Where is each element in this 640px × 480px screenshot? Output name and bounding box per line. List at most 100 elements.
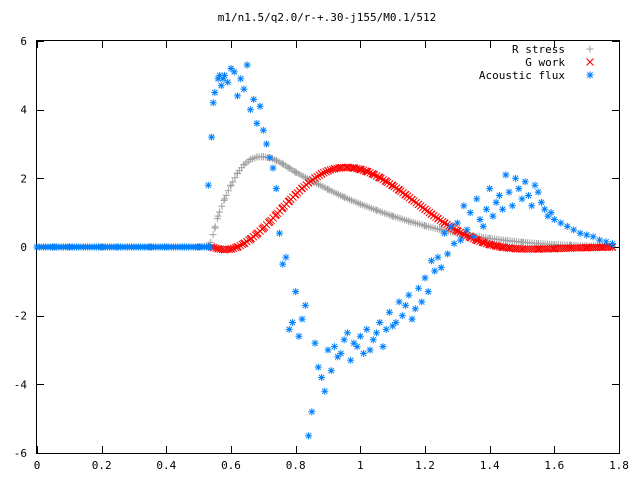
curve-point <box>454 227 462 236</box>
data-point <box>330 343 338 351</box>
data-point <box>415 284 423 292</box>
data-point <box>334 353 342 361</box>
curve-point <box>440 219 449 228</box>
data-point <box>269 164 277 172</box>
y-tick-label: -2 <box>14 310 27 323</box>
data-point <box>486 185 494 193</box>
data-point <box>350 339 358 347</box>
data-point <box>217 82 225 90</box>
curve-point <box>359 166 368 175</box>
data-point <box>405 291 413 299</box>
x-tick-label: 1.4 <box>480 459 500 472</box>
curve-point <box>476 237 484 246</box>
data-point <box>512 174 520 182</box>
data-point <box>570 226 578 234</box>
data-point <box>505 188 513 196</box>
data-point <box>460 202 468 210</box>
data-point <box>583 231 591 239</box>
data-point <box>534 188 542 196</box>
data-point <box>482 205 490 213</box>
curve-point <box>236 241 245 250</box>
chart-title: m1/n1.5/q2.0/r-+.30-j155/M0.1/512 <box>218 11 437 24</box>
data-point <box>356 332 364 340</box>
data-point <box>502 171 510 179</box>
data-point <box>369 336 377 344</box>
curve-point <box>372 172 381 180</box>
curve-point <box>229 178 237 186</box>
data-point <box>353 343 361 351</box>
curve-point <box>326 166 335 174</box>
data-point <box>453 219 461 227</box>
curve-point <box>478 238 487 247</box>
data-point <box>389 322 397 330</box>
data-point <box>531 181 539 189</box>
curve-point <box>462 231 471 240</box>
data-point <box>256 102 264 110</box>
data-point <box>395 298 403 306</box>
curve-point <box>317 169 326 178</box>
data-point <box>596 236 604 244</box>
curve-point <box>377 174 385 183</box>
curve-point <box>352 164 361 173</box>
data-point <box>437 264 445 272</box>
data-point <box>528 202 536 210</box>
curve-point <box>374 173 383 182</box>
legend-marker <box>586 58 594 66</box>
x-tick-label: 1.6 <box>544 459 564 472</box>
data-point <box>298 315 306 323</box>
data-point <box>411 305 419 313</box>
curve-point <box>211 223 219 231</box>
data-point <box>431 267 439 275</box>
curve-point <box>366 168 374 177</box>
data-point <box>447 222 455 230</box>
legend-label: Acoustic flux <box>479 69 565 82</box>
curve-point <box>209 231 217 239</box>
data-point <box>424 288 432 296</box>
curve-point <box>480 239 489 247</box>
data-point <box>224 78 232 86</box>
data-point <box>305 432 313 440</box>
data-point <box>259 126 267 134</box>
data-point <box>398 312 406 320</box>
legend-label: G work <box>525 56 565 69</box>
curve-point <box>456 228 465 237</box>
data-point <box>285 325 293 333</box>
data-point <box>457 236 465 244</box>
y-tick-label: -4 <box>14 378 28 391</box>
curve-point <box>313 172 322 181</box>
data-point <box>427 257 435 265</box>
curve-point <box>224 187 232 195</box>
data-point <box>609 240 617 248</box>
curve-point <box>231 174 239 182</box>
x-tick-label: 1 <box>357 459 364 472</box>
data-point <box>373 329 380 337</box>
y-tick-label: -6 <box>14 447 27 460</box>
axis-ticks: 0 0.2 0.4 0.6 0.8 1 1.2 1.4 1.6 1.8 6 4 2 0 -2 -4 -6 <box>14 35 629 472</box>
data-point <box>524 192 532 199</box>
curve-point <box>370 170 379 179</box>
data-point <box>360 349 368 357</box>
data-point <box>557 219 565 227</box>
data-point <box>589 233 597 241</box>
curve-point <box>368 169 377 178</box>
data-point <box>343 329 351 337</box>
legend-marker <box>586 71 594 79</box>
data-point <box>450 240 458 248</box>
data-point <box>237 75 245 83</box>
curve-point <box>385 179 394 188</box>
legend-marker <box>586 45 594 53</box>
curve-point <box>355 165 363 173</box>
data-point <box>518 195 526 203</box>
curve-point <box>220 196 228 204</box>
data-point <box>479 222 487 230</box>
x-tick-label: 0.2 <box>92 459 112 472</box>
data-point <box>282 253 290 261</box>
data-point <box>466 209 474 217</box>
curve-point <box>322 167 330 176</box>
x-tick-label: 0.6 <box>221 459 241 472</box>
data-point <box>402 301 410 309</box>
curve-point <box>324 166 333 175</box>
data-point <box>209 99 217 107</box>
data-point <box>492 198 500 206</box>
